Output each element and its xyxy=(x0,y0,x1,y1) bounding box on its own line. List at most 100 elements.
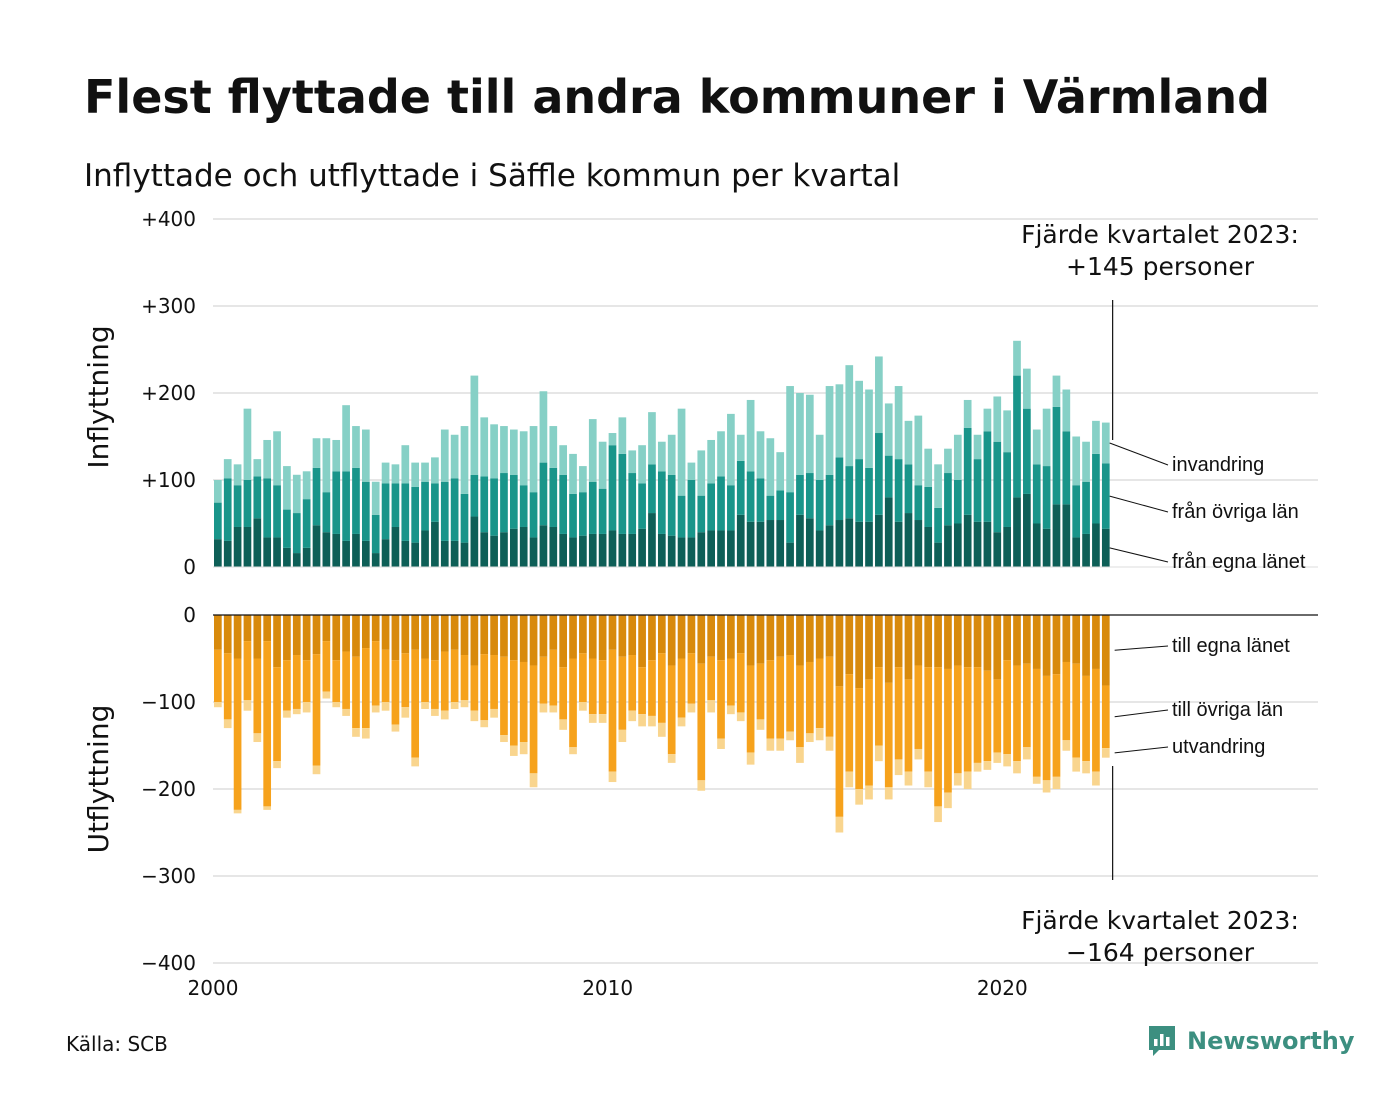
bar-to-own-county xyxy=(736,615,745,654)
bar-to-own-county xyxy=(766,615,775,661)
chart-subtitle: Inflyttade och utflyttade i Säffle kommu… xyxy=(84,158,901,194)
bar-from-own-county xyxy=(736,514,745,567)
bar-immigration xyxy=(312,438,321,468)
bar-to-own-county xyxy=(214,615,222,650)
bar-emigration xyxy=(223,719,232,729)
bar-from-other-counties xyxy=(756,478,765,522)
bar-immigration xyxy=(539,391,548,463)
bar-from-other-counties xyxy=(539,462,548,526)
newsworthy-icon xyxy=(1149,1026,1175,1056)
bar-to-own-county xyxy=(342,615,350,652)
bar-to-other-counties xyxy=(736,653,745,713)
bar-from-own-county xyxy=(776,520,785,567)
bar-to-own-county xyxy=(292,615,301,656)
bar-from-own-county xyxy=(657,533,666,567)
bar-to-other-counties xyxy=(963,667,972,772)
bar-to-other-counties xyxy=(519,661,528,743)
bar-emigration xyxy=(618,729,627,743)
bar-immigration xyxy=(470,375,479,475)
bar-from-other-counties xyxy=(746,471,755,522)
bar-from-other-counties xyxy=(1101,463,1110,529)
bar-from-other-counties xyxy=(648,464,656,514)
bar-from-own-county xyxy=(835,520,844,567)
bar-from-other-counties xyxy=(687,480,696,538)
bar-to-own-county xyxy=(519,615,528,662)
bar-to-other-counties xyxy=(796,665,804,748)
bar-from-own-county xyxy=(361,540,370,567)
bar-emigration xyxy=(973,762,982,772)
bar-immigration xyxy=(263,439,272,479)
bar-from-own-county xyxy=(342,540,350,567)
bar-from-own-county xyxy=(421,530,429,567)
bar-from-other-counties xyxy=(914,485,923,521)
bar-from-own-county xyxy=(243,526,252,567)
bar-to-other-counties xyxy=(825,656,834,737)
bar-to-other-counties xyxy=(1013,665,1021,762)
bar-immigration xyxy=(529,426,538,493)
bar-to-other-counties xyxy=(815,658,824,729)
bar-emigration xyxy=(401,707,410,718)
bar-from-other-counties xyxy=(776,490,785,521)
bar-to-other-counties xyxy=(746,665,755,753)
bar-from-own-county xyxy=(460,542,469,567)
bar-from-other-counties xyxy=(1092,453,1100,524)
bar-to-own-county xyxy=(509,615,518,661)
bar-emigration xyxy=(746,752,755,765)
bar-from-own-county xyxy=(677,537,686,567)
bar-to-own-county xyxy=(1013,615,1021,666)
bar-from-other-counties xyxy=(263,478,272,538)
bar-from-own-county xyxy=(391,526,400,567)
outflow-annotation: Fjärde kvartalet 2023: −164 personer xyxy=(1021,906,1299,967)
bar-to-other-counties xyxy=(391,660,400,725)
bar-to-other-counties xyxy=(579,653,587,702)
bar-to-other-counties xyxy=(667,665,676,755)
bar-to-other-counties xyxy=(924,667,933,772)
bar-to-own-county xyxy=(1072,615,1081,664)
bar-from-own-county xyxy=(855,521,863,567)
bar-from-own-county xyxy=(1032,523,1041,567)
bar-to-other-counties xyxy=(302,660,311,702)
bar-emigration xyxy=(865,785,873,800)
bar-to-other-counties xyxy=(884,682,893,788)
bar-to-other-counties xyxy=(687,653,696,704)
bar-to-other-counties xyxy=(332,660,341,702)
bar-to-own-county xyxy=(352,615,360,657)
bar-from-other-counties xyxy=(786,492,794,543)
bar-from-own-county xyxy=(766,520,775,567)
bar-to-other-counties xyxy=(835,686,844,817)
bar-to-own-county xyxy=(361,615,370,649)
bar-to-own-county xyxy=(450,615,459,650)
bar-to-other-counties xyxy=(865,679,873,786)
bar-to-other-counties xyxy=(312,654,321,766)
bar-to-other-counties xyxy=(993,679,1002,753)
bar-immigration xyxy=(825,386,834,475)
bar-from-other-counties xyxy=(312,467,321,526)
bar-from-other-counties xyxy=(707,483,715,531)
bar-emigration xyxy=(608,771,617,783)
bar-emigration xyxy=(1072,757,1081,772)
bar-emigration xyxy=(263,806,272,810)
bar-to-other-counties xyxy=(223,653,232,720)
bar-emigration xyxy=(490,708,498,718)
bar-immigration xyxy=(648,412,656,465)
bar-to-other-counties xyxy=(509,660,518,746)
source-note: Källa: SCB xyxy=(66,1032,168,1056)
bar-to-other-counties xyxy=(638,667,646,715)
bar-to-own-county xyxy=(845,615,854,675)
bar-immigration xyxy=(421,462,429,482)
bar-emigration xyxy=(470,710,479,722)
bar-from-other-counties xyxy=(855,459,863,522)
bar-from-other-counties xyxy=(500,473,508,533)
bar-from-own-county xyxy=(312,525,321,567)
bar-emigration xyxy=(519,742,528,755)
bar-from-other-counties xyxy=(332,471,341,534)
bar-from-other-counties xyxy=(766,495,775,521)
bar-from-own-county xyxy=(825,525,834,567)
bar-emigration xyxy=(835,816,844,833)
bar-immigration xyxy=(717,431,725,477)
bar-to-own-county xyxy=(371,615,380,642)
bar-emigration xyxy=(460,700,469,708)
bar-to-other-counties xyxy=(440,651,449,711)
bar-emigration xyxy=(993,752,1002,763)
bar-from-other-counties xyxy=(835,457,844,521)
